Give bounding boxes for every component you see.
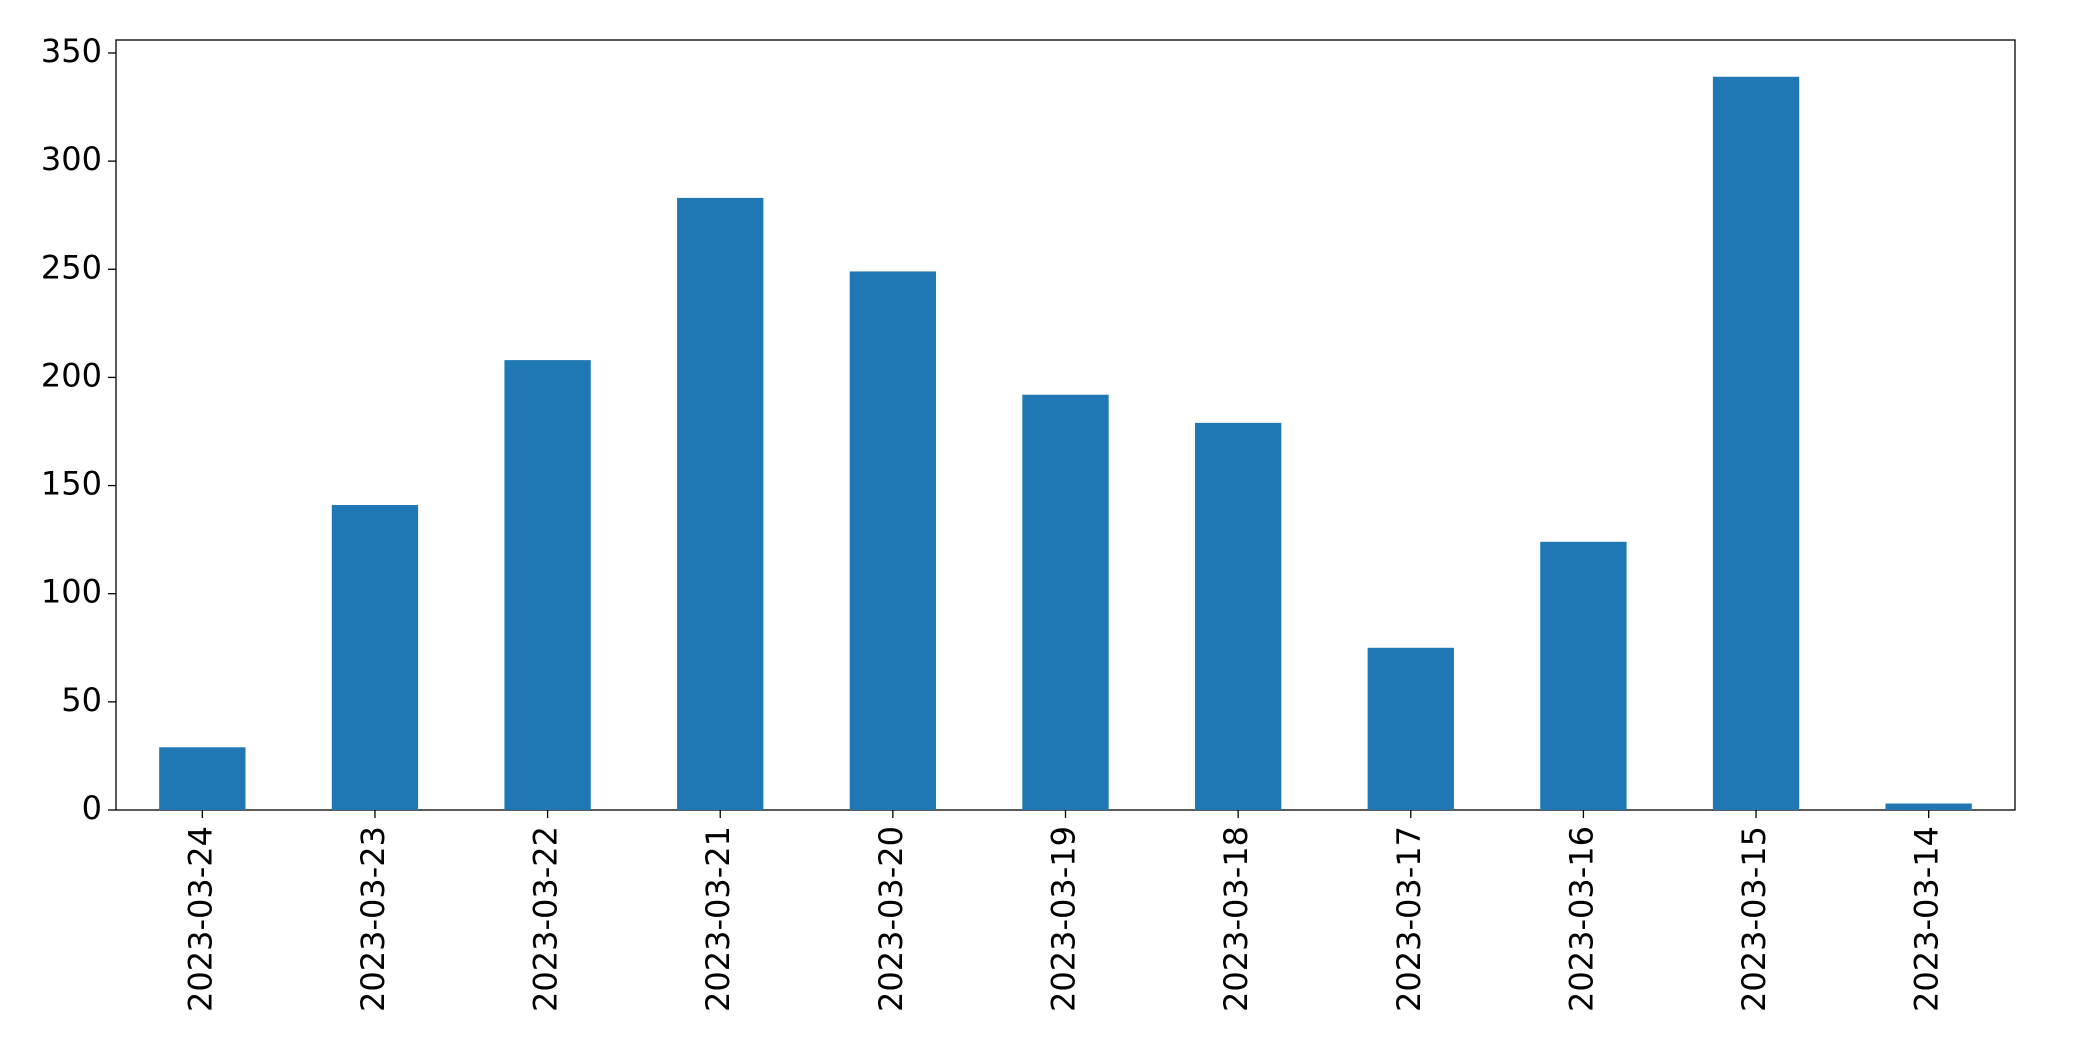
bar xyxy=(1712,76,1800,811)
x-tick-label: 2023-03-23 xyxy=(354,826,392,1012)
y-tick-label: 350 xyxy=(41,32,102,70)
bar xyxy=(677,197,764,811)
x-tick-label: 2023-03-20 xyxy=(872,826,910,1012)
y-tick-label: 150 xyxy=(41,465,102,503)
bar xyxy=(1022,394,1109,810)
x-tick-label: 2023-03-14 xyxy=(1908,826,1946,1012)
y-tick-label: 300 xyxy=(41,140,102,178)
x-tick-label: 2023-03-18 xyxy=(1217,826,1255,1012)
y-tick-label: 0 xyxy=(82,789,102,827)
x-tick-label: 2023-03-16 xyxy=(1562,826,1600,1012)
x-tick-label: 2023-03-21 xyxy=(699,826,737,1012)
bar xyxy=(849,271,937,810)
bar xyxy=(1367,647,1454,810)
x-tick-label: 2023-03-15 xyxy=(1735,826,1773,1012)
bar xyxy=(331,505,419,810)
y-tick-label: 250 xyxy=(41,248,102,286)
bar xyxy=(159,747,246,810)
bar xyxy=(504,360,591,810)
y-tick-label: 100 xyxy=(41,573,102,611)
x-tick-label: 2023-03-19 xyxy=(1045,826,1083,1012)
x-tick-label: 2023-03-22 xyxy=(527,826,565,1012)
x-tick-label: 2023-03-17 xyxy=(1390,826,1428,1012)
x-tick-label: 2023-03-24 xyxy=(181,826,219,1012)
y-tick-label: 200 xyxy=(41,356,102,394)
bar xyxy=(1540,541,1627,810)
bar xyxy=(1885,803,1972,810)
bar xyxy=(1194,422,1282,810)
y-tick-label: 50 xyxy=(61,681,102,719)
